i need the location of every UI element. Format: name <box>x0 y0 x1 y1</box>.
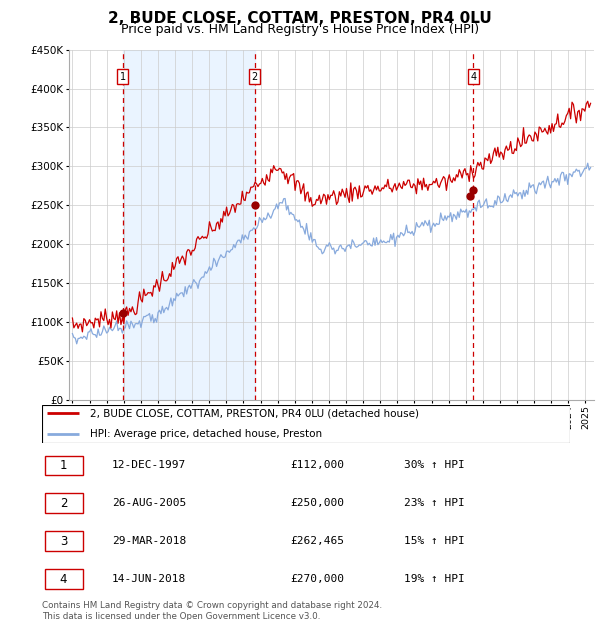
Text: £112,000: £112,000 <box>290 461 344 471</box>
Text: 29-MAR-2018: 29-MAR-2018 <box>112 536 187 546</box>
Text: HPI: Average price, detached house, Preston: HPI: Average price, detached house, Pres… <box>89 428 322 439</box>
Text: 1: 1 <box>60 459 67 472</box>
Text: 2, BUDE CLOSE, COTTAM, PRESTON, PR4 0LU (detached house): 2, BUDE CLOSE, COTTAM, PRESTON, PR4 0LU … <box>89 409 419 419</box>
Bar <box>45 569 83 589</box>
Text: 2: 2 <box>251 72 257 82</box>
Bar <box>45 494 83 513</box>
Text: 1: 1 <box>120 72 126 82</box>
Text: 19% ↑ HPI: 19% ↑ HPI <box>404 574 464 584</box>
Text: 4: 4 <box>60 573 67 586</box>
Text: 2, BUDE CLOSE, COTTAM, PRESTON, PR4 0LU: 2, BUDE CLOSE, COTTAM, PRESTON, PR4 0LU <box>108 11 492 25</box>
Text: 4: 4 <box>470 72 476 82</box>
Text: 14-JUN-2018: 14-JUN-2018 <box>112 574 187 584</box>
Bar <box>45 531 83 551</box>
Text: 26-AUG-2005: 26-AUG-2005 <box>112 498 187 508</box>
Text: 12-DEC-1997: 12-DEC-1997 <box>112 461 187 471</box>
Text: 23% ↑ HPI: 23% ↑ HPI <box>404 498 464 508</box>
Text: £250,000: £250,000 <box>290 498 344 508</box>
Text: Contains HM Land Registry data © Crown copyright and database right 2024.
This d: Contains HM Land Registry data © Crown c… <box>42 601 382 620</box>
Text: 3: 3 <box>60 535 67 548</box>
Text: £270,000: £270,000 <box>290 574 344 584</box>
Text: £262,465: £262,465 <box>290 536 344 546</box>
Text: Price paid vs. HM Land Registry's House Price Index (HPI): Price paid vs. HM Land Registry's House … <box>121 23 479 36</box>
Text: 2: 2 <box>60 497 67 510</box>
Text: 15% ↑ HPI: 15% ↑ HPI <box>404 536 464 546</box>
Bar <box>123 50 254 400</box>
Text: 30% ↑ HPI: 30% ↑ HPI <box>404 461 464 471</box>
Bar <box>45 456 83 476</box>
